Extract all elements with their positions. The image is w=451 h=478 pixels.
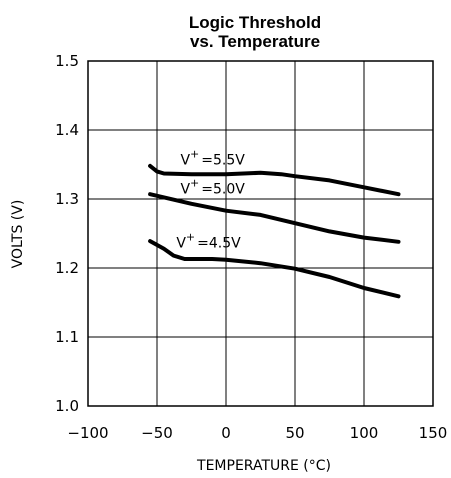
y-tick-label: 1.4 (55, 121, 79, 139)
x-tick-label: 0 (221, 424, 231, 442)
y-tick-label: 1.1 (55, 328, 79, 346)
series-lines (148, 163, 401, 299)
x-tick-label: −100 (67, 424, 108, 442)
series-line-2 (148, 192, 401, 244)
x-tick-label: 50 (285, 424, 304, 442)
x-axis-label: TEMPERATURE (°C) (196, 458, 331, 474)
plot-frame (87, 60, 434, 407)
x-tick-label: 100 (350, 424, 379, 442)
y-axis-label: VOLTS (V) (10, 200, 26, 269)
y-tick-label: 1.0 (55, 397, 79, 415)
chart-title-line-1: Logic Threshold (189, 13, 321, 32)
y-tick-label: 1.2 (55, 259, 79, 277)
chart-title-line-2: vs. Temperature (190, 32, 320, 51)
x-tick-label: −50 (141, 424, 173, 442)
x-tick-label: 150 (419, 424, 448, 442)
series-label-1: V+ =5.5V (180, 148, 245, 169)
y-tick-label: 1.3 (55, 190, 79, 208)
series-label-2: V+ =5.0V (180, 176, 245, 197)
x-axis-ticks: −100 −50 0 50 100 150 (67, 424, 447, 442)
grid-lines (87, 60, 434, 407)
series-line-1 (148, 163, 401, 197)
y-axis-ticks: 1.0 1.1 1.2 1.3 1.4 1.5 (55, 52, 79, 415)
series-label-3: V+ =4.5V (176, 230, 241, 251)
y-tick-label: 1.5 (55, 52, 79, 70)
series-labels: V+ =5.5V V+ =5.0V V+ =4.5V (176, 148, 245, 252)
series-line-3 (148, 239, 401, 299)
